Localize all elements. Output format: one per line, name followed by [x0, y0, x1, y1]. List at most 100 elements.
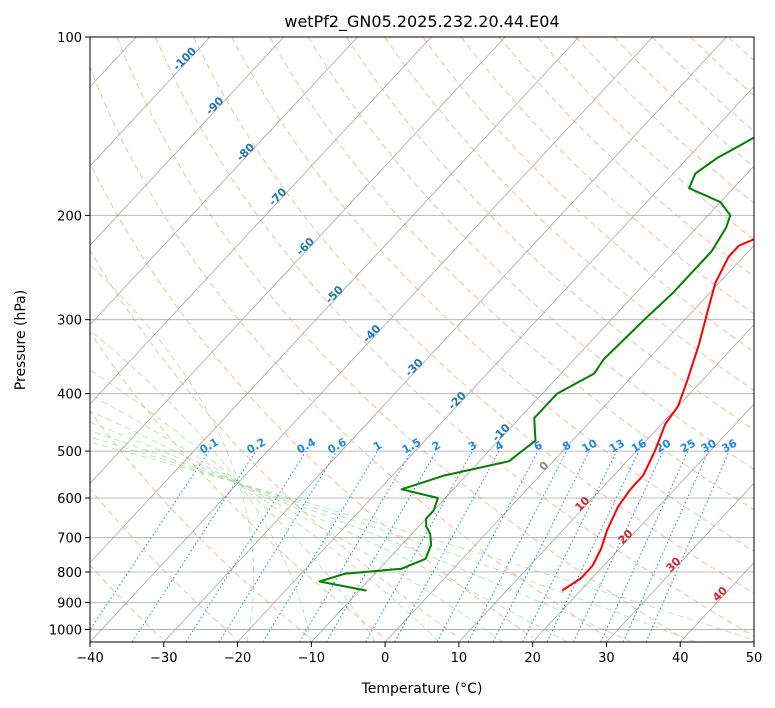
mixing-ratio-label: 30: [699, 436, 719, 455]
isotherm-label: -100: [170, 44, 199, 73]
x-tick-label: −10: [298, 651, 325, 666]
y-tick-label: 300: [57, 314, 82, 329]
dry-adiabat-line: [90, 331, 385, 639]
x-tick-label: −30: [150, 651, 177, 666]
dry-adiabat-line: [116, 37, 683, 639]
isotherm-line: [458, 324, 754, 642]
moist-adiabat-line: [90, 430, 632, 642]
isotherm-label: -20: [446, 389, 469, 412]
y-tick-label: 800: [57, 566, 82, 581]
mixing-ratio-label: 0.2: [244, 436, 267, 457]
isotherm-label: -70: [266, 185, 289, 208]
mixing-ratio-line: [492, 450, 590, 642]
mixing-ratio-label: 13: [607, 437, 627, 456]
dry-adiabat-line: [90, 249, 460, 639]
isotherm-label: -60: [294, 235, 317, 258]
x-axis-title: Temperature (°C): [361, 681, 483, 697]
mixing-ratio-line: [622, 450, 709, 642]
x-tick-label: −20: [224, 651, 251, 666]
isotherm-line: [90, 37, 653, 642]
mixing-ratio-line: [325, 450, 437, 642]
x-tick-label: 0: [381, 651, 389, 666]
isotherm-label: -90: [203, 94, 226, 117]
mixing-ratio-line: [546, 450, 640, 642]
mixing-ratio-line: [522, 450, 618, 642]
isotherm-line: [90, 37, 506, 484]
isotherm-label: -80: [234, 140, 257, 163]
background-lines: [90, 37, 775, 642]
dry-adiabat-line: [651, 37, 754, 132]
x-tick-label: 30: [598, 651, 615, 666]
y-tick-label: 500: [57, 445, 82, 460]
y-tick-label: 600: [57, 492, 82, 507]
mixing-ratio-label: 25: [678, 437, 698, 456]
mixing-ratio-line: [218, 450, 338, 642]
mixing-ratio-line: [645, 450, 730, 642]
isotherm-line: [606, 482, 754, 642]
dry-adiabat-line: [307, 37, 754, 471]
mixing-ratio-line: [600, 450, 689, 642]
dry-adiabat-line: [613, 37, 754, 168]
dry-adiabat-line: [269, 37, 754, 511]
y-axis-title: Pressure (hPa): [13, 290, 29, 390]
dry-adiabat-line: [728, 37, 754, 61]
mixing-ratio-line: [573, 450, 664, 642]
x-axis: −40 −30 −20 −10 0 10 20 30 40 50: [76, 642, 762, 666]
mixing-ratio-label: 16: [629, 436, 649, 455]
isotherm-label: -50: [323, 283, 346, 306]
dry-adiabat-line: [154, 37, 754, 637]
mixing-ratio-label: 0.6: [325, 435, 349, 456]
moist-adiabat-line: [90, 329, 312, 642]
x-tick-label: 10: [451, 651, 468, 666]
isotherm-label: -10: [490, 421, 513, 444]
moist-adiabat-line: [90, 369, 376, 642]
dewpoint-profile: [318, 136, 754, 592]
plot-frame: [89, 36, 755, 643]
mixing-ratio-label: 1.5: [400, 436, 423, 457]
mixing-ratio-line: [436, 450, 539, 642]
isotherm-label: 10: [572, 494, 592, 514]
dry-adiabat-line: [90, 410, 311, 639]
isotherm-label: 20: [616, 527, 636, 547]
x-tick-label: 50: [746, 651, 763, 666]
y-tick-label: 700: [57, 532, 82, 547]
moist-adiabat-line: [90, 393, 440, 642]
dry-adiabat-line: [498, 37, 754, 278]
temperature-profile: [561, 238, 754, 592]
mixing-ratio-label: 36: [720, 436, 740, 455]
dry-adiabat-line: [460, 37, 754, 315]
mixing-ratio-line: [394, 450, 500, 642]
dry-adiabat-line: [767, 37, 775, 638]
moist-adiabat-line: [90, 421, 568, 642]
y-tick-label: 100: [57, 31, 82, 46]
isotherm-line: [532, 403, 754, 642]
moist-adiabat-line: [90, 441, 754, 641]
isotherm-line: [311, 165, 754, 642]
series-lines: [318, 136, 754, 592]
isotherm-line: [90, 37, 211, 167]
isotherm-line: [90, 37, 285, 246]
grid-lines: [0, 37, 754, 642]
isotherm-label: -30: [403, 356, 426, 379]
x-tick-label: −40: [76, 651, 103, 666]
isotherm-line: [0, 37, 62, 642]
y-tick-label: 400: [57, 388, 82, 403]
dry-adiabat-line: [422, 37, 754, 353]
isotherm-label: 40: [710, 584, 730, 604]
mixing-ratio-line: [365, 450, 473, 642]
x-tick-label: 40: [672, 651, 689, 666]
moist-adiabat-line: [90, 436, 696, 642]
y-axis: 1000 900 800 700 600 500 400 300 200 100: [49, 31, 90, 638]
mixing-ratio-line: [299, 450, 412, 642]
dry-adiabat-line: [193, 37, 754, 594]
x-tick-label: 20: [524, 651, 541, 666]
mixing-ratio-line: [131, 450, 257, 642]
isotherm-line: [90, 37, 432, 405]
mixing-ratio-label: 0.4: [295, 435, 319, 456]
y-tick-label: 900: [57, 596, 82, 611]
chart-title: wetPf2_GN05.2025.232.20.44.E04: [284, 12, 559, 32]
isotherm-line: [90, 37, 358, 326]
isotherm-line: [163, 37, 727, 642]
dry-adiabat-line: [384, 37, 754, 392]
